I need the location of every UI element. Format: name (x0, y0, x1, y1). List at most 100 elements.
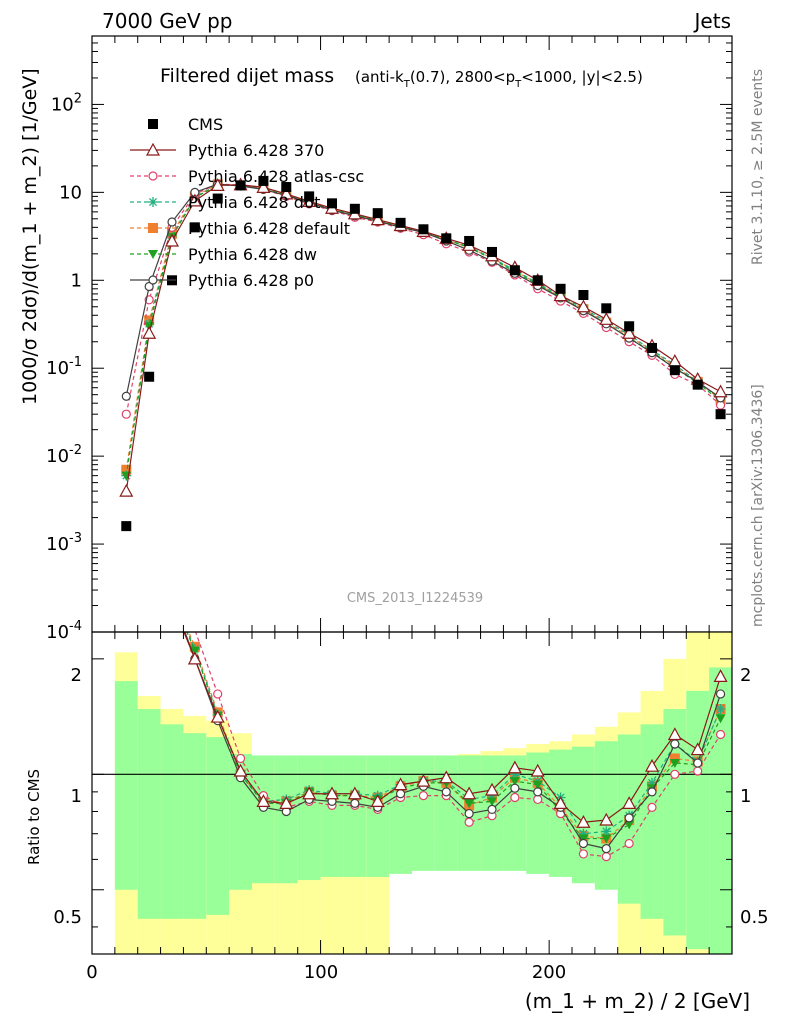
uncertainty-band-inner (183, 733, 207, 919)
legend-item: Pythia 6.428 d6t (130, 193, 320, 212)
y-tick-label: 10-2 (46, 443, 82, 467)
series-point (599, 312, 614, 325)
ratio-series-point (324, 786, 340, 800)
ratio-series-point (670, 769, 680, 779)
ratio-series-point (601, 834, 612, 844)
ratio-series-point (302, 786, 317, 800)
y-tick-label: 102 (51, 91, 82, 115)
ratio-series-point (667, 727, 682, 741)
header-category: Jets (693, 9, 731, 33)
ratio-series-point (510, 792, 520, 803)
cms-data-point (669, 365, 680, 376)
cms-data-point (715, 409, 726, 420)
series-point (279, 186, 294, 200)
cms-data-point (487, 246, 497, 257)
cms-data-point (395, 217, 406, 228)
plot-title: Filtered dijet mass (anti-kT(0.7), 2800<… (160, 65, 643, 90)
ratio-series-point (509, 777, 520, 787)
legend-item: Pythia 6.428 dw (130, 245, 317, 264)
ratio-series-point (487, 804, 497, 815)
series-point (667, 353, 682, 367)
cms-data-point (418, 224, 429, 235)
cms-data-point (532, 275, 543, 286)
legend-marker (148, 171, 158, 181)
uncertainty-band-inner (412, 755, 435, 871)
ratio-series-point (576, 814, 591, 828)
uncertainty-band-inner (389, 755, 412, 874)
ratio-series-point (507, 760, 522, 774)
ratio-series-point (601, 844, 611, 854)
ratio-series-point (713, 669, 728, 683)
ratio-series-point (578, 849, 589, 859)
x-tick-label-100: 100 (304, 962, 338, 983)
cms-data-point (624, 321, 635, 332)
ratio-series-point (693, 758, 703, 768)
ratio-series-point (484, 782, 500, 796)
header-energy: 7000 GeV pp (102, 9, 233, 33)
ratio-series-point (189, 646, 200, 656)
ratio-series-point (622, 796, 637, 809)
y-tick-label: 10-3 (46, 531, 82, 555)
uncertainty-band-inner (274, 755, 298, 884)
ratio-series-point (347, 786, 362, 800)
series-point (119, 483, 134, 497)
series-point (370, 212, 385, 226)
legend-marker (148, 275, 158, 285)
legend-marker (148, 119, 158, 129)
ratio-series-point (599, 812, 614, 826)
ratio-series-point (530, 763, 545, 777)
legend-label: Pythia 6.428 default (188, 219, 350, 238)
ratio-series-point (370, 794, 385, 807)
top-plot-area (119, 175, 728, 532)
ratio-series-point (210, 709, 225, 723)
legend-item: CMS (148, 115, 223, 134)
legend-item: Pythia 6.428 p0 (130, 271, 314, 290)
cms-data-point (121, 521, 132, 532)
legend-item: Pythia 6.428 default (130, 219, 350, 238)
series-line (125, 183, 721, 399)
series-point (210, 178, 225, 191)
ratio-series-point (279, 796, 294, 809)
ratio-tick-label-0.5-left: 0.5 (53, 907, 82, 928)
title-main: Filtered dijet mass (160, 65, 334, 87)
uncertainty-band-inner (229, 753, 252, 890)
ratio-series-point (187, 651, 202, 665)
ratio-series-point (532, 780, 543, 790)
rivet-label: Rivet 3.1.10, ≥ 2.5M events (750, 69, 766, 265)
ratio-tick-label-2-right: 2 (740, 665, 751, 686)
ratio-series-point (487, 797, 497, 807)
ratio-panel (91, 631, 733, 955)
ratio-series-point (441, 787, 451, 797)
cms-data-point (555, 283, 566, 294)
cms-data-point (304, 191, 315, 202)
x-tick-label-0: 0 (86, 962, 97, 983)
ratio-series-point (439, 770, 454, 784)
ratio-series-point (693, 766, 703, 776)
cms-data-point (372, 208, 383, 219)
ratio-series-point (647, 802, 657, 812)
cms-data-point (212, 193, 223, 204)
cms-data-point (327, 198, 337, 209)
y-tick-label: 10-1 (46, 355, 82, 379)
ratio-series-point (533, 787, 543, 797)
legend-label: Pythia 6.428 dw (188, 245, 317, 264)
ratio-series-point (464, 799, 475, 809)
ratio-series-point (644, 758, 660, 772)
legend-marker (148, 197, 158, 207)
cms-data-point (235, 180, 246, 191)
series-point (164, 233, 180, 247)
title-sub-sub-1: T (403, 79, 411, 90)
ratio-series-point (578, 838, 589, 849)
uncertainty-band-inner (526, 752, 550, 874)
legend-marker (148, 223, 158, 233)
uncertainty-band-inner (434, 755, 458, 871)
uncertainty-band-inner (297, 755, 321, 881)
ratio-series-point (256, 794, 271, 807)
uncertainty-band-inner (320, 755, 344, 877)
ratio-series-point (601, 852, 611, 862)
ratio-series-point (350, 798, 360, 808)
series-point (713, 384, 728, 398)
legend: CMS Pythia 6.428 370 Pythia 6.428 atlas-cs… (130, 115, 364, 290)
series-point (256, 180, 271, 193)
